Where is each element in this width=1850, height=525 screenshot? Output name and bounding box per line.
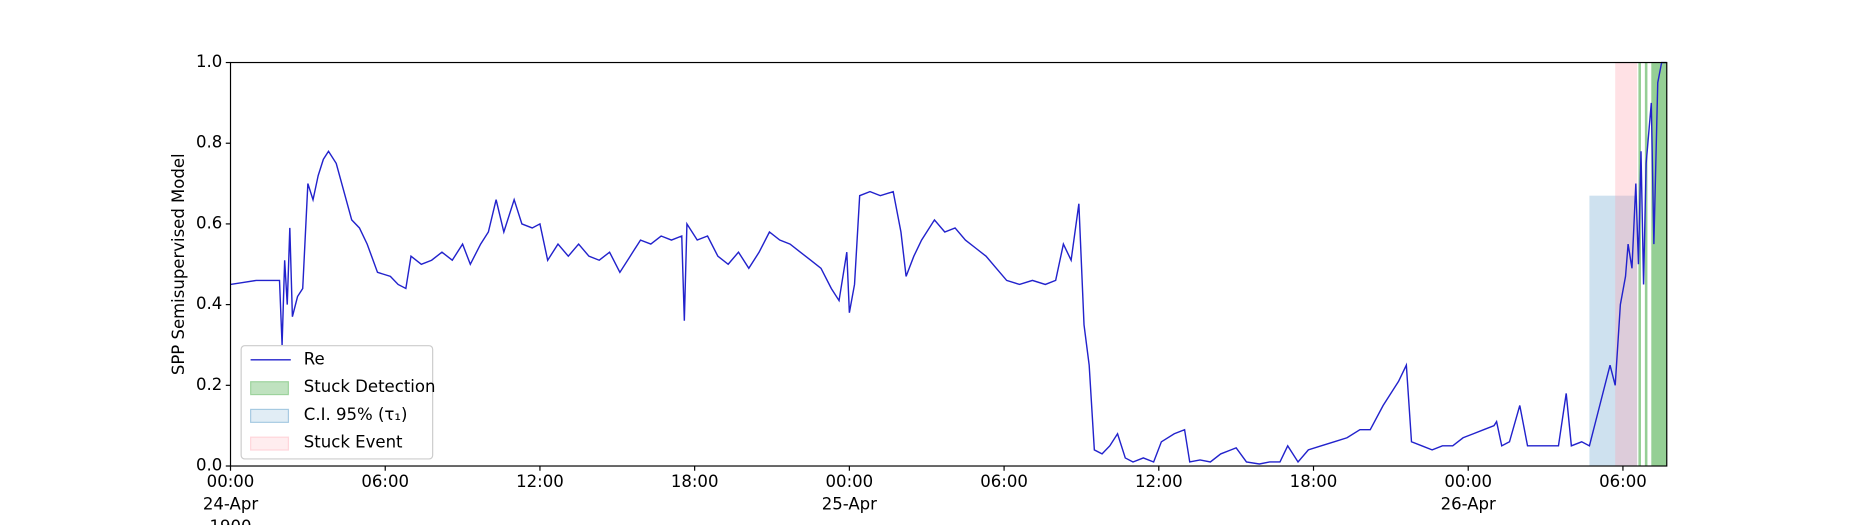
legend-label: C.I. 95% (τ₁) (304, 405, 408, 424)
x-date-label: 24-Apr (203, 494, 258, 513)
y-tick-label: 0.8 (196, 133, 222, 152)
span (1589, 195, 1638, 467)
legend-patch (250, 436, 290, 451)
x-date-label: 25-Apr (822, 494, 877, 513)
x-offset-label: 1900 (209, 517, 251, 525)
data-line (230, 61, 1667, 465)
y-axis-label: SPP Semisupervised Model (169, 153, 188, 375)
x-tick-label: 12:00 (1135, 472, 1183, 491)
y-tick-label: 0.0 (196, 456, 222, 475)
legend-patch (250, 408, 290, 423)
axes-frame (229, 61, 1668, 467)
x-tick-label: 00:00 (207, 472, 255, 491)
y-tick-label: 1.0 (196, 52, 222, 71)
legend-label: Stuck Event (304, 433, 403, 452)
span (1644, 62, 1648, 467)
x-tick-label: 12:00 (516, 472, 564, 491)
x-tick-label: 06:00 (361, 472, 409, 491)
y-tick-label: 0.2 (196, 375, 222, 394)
legend-box (240, 345, 434, 460)
legend-patch (250, 381, 290, 396)
x-date-label: 26-Apr (1441, 494, 1496, 513)
x-tick-label: 06:00 (1599, 472, 1647, 491)
x-tick-label: 18:00 (1290, 472, 1338, 491)
y-tick-label: 0.6 (196, 213, 222, 232)
legend-label: Stuck Detection (304, 377, 436, 396)
span (1638, 62, 1641, 467)
x-tick-label: 06:00 (980, 472, 1028, 491)
x-tick-label: 00:00 (826, 472, 874, 491)
x-tick-label: 00:00 (1444, 472, 1492, 491)
y-tick-label: 0.4 (196, 294, 222, 313)
span (1651, 62, 1667, 467)
x-tick-label: 18:00 (671, 472, 719, 491)
legend-label: Re (304, 349, 325, 368)
